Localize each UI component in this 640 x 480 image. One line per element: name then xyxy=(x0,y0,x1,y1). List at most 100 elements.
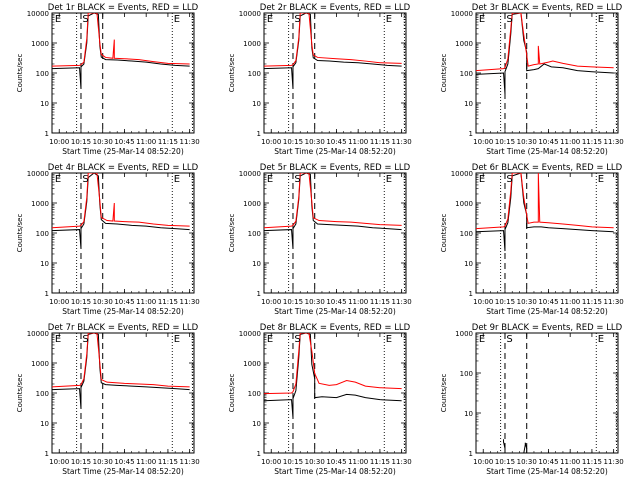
x-tick-label: 11:00 xyxy=(560,138,580,146)
x-tick-label: 10:45 xyxy=(326,458,346,466)
x-tick-label: 11:30 xyxy=(392,458,412,466)
marker-start-label: S xyxy=(294,14,300,25)
x-tick-label: 10:45 xyxy=(114,458,134,466)
x-tick-label: 10:00 xyxy=(473,458,493,466)
y-tick-label: 10 xyxy=(40,100,49,108)
plot-frame xyxy=(475,332,619,454)
y-tick-label: 10000 xyxy=(239,10,261,18)
marker-start-label: S xyxy=(294,174,300,185)
x-tick-label: 11:30 xyxy=(604,458,624,466)
panel-title: Det 3r BLACK = Events, RED = LLD xyxy=(472,3,623,13)
chart-panel-det-2: Det 2r BLACK = Events, RED = LLD 10:00 10:… xyxy=(228,3,412,156)
x-tick-label: 10:15 xyxy=(283,138,303,146)
x-tick-label: 10:45 xyxy=(326,298,346,306)
marker-start-label: S xyxy=(506,174,512,185)
y-tick-label: 1 xyxy=(257,290,261,298)
x-tick-label: 10:15 xyxy=(71,458,91,466)
y-tick-label: 1000 xyxy=(455,330,473,338)
x-axis-label: Start Time (25-Mar-14 08:52:20) xyxy=(274,147,396,156)
panel-title: Det 6r BLACK = Events, RED = LLD xyxy=(472,163,623,173)
x-tick-label: 11:00 xyxy=(560,298,580,306)
marker-end-label: E xyxy=(174,174,180,185)
series-line-events xyxy=(264,333,402,418)
y-axis-label: Counts/sec xyxy=(228,214,236,253)
y-axis-label: Counts/sec xyxy=(16,214,24,253)
marker-end-label: E xyxy=(479,14,485,25)
marker-end-label: E xyxy=(55,14,61,25)
x-tick-label: 10:30 xyxy=(305,458,325,466)
marker-end-label: E xyxy=(479,334,485,345)
x-tick-label: 10:00 xyxy=(49,298,69,306)
x-tick-label: 11:15 xyxy=(582,458,602,466)
series-line-lld xyxy=(52,173,190,229)
y-tick-label: 1000 xyxy=(455,40,473,48)
marker-end-label: E xyxy=(479,174,485,185)
y-tick-label: 100 xyxy=(460,230,473,238)
x-tick-label: 11:15 xyxy=(370,458,390,466)
marker-start-label: S xyxy=(294,334,300,345)
x-tick-label: 11:15 xyxy=(370,298,390,306)
marker-end-label: E xyxy=(386,14,392,25)
x-tick-label: 10:15 xyxy=(283,458,303,466)
x-tick-label: 10:45 xyxy=(538,138,558,146)
x-tick-label: 10:00 xyxy=(261,138,281,146)
y-tick-label: 100 xyxy=(248,230,261,238)
y-tick-label: 1000 xyxy=(31,40,49,48)
y-tick-label: 1 xyxy=(257,450,261,458)
marker-end-label: E xyxy=(598,174,604,185)
x-tick-label: 11:30 xyxy=(180,298,200,306)
x-tick-label: 10:15 xyxy=(71,298,91,306)
y-tick-label: 100 xyxy=(248,390,261,398)
x-tick-label: 10:30 xyxy=(93,138,113,146)
panel-title: Det 9r BLACK = Events, RED = LLD xyxy=(472,323,623,333)
x-tick-label: 10:30 xyxy=(517,298,537,306)
x-tick-label: 10:15 xyxy=(71,138,91,146)
y-tick-label: 1000 xyxy=(455,200,473,208)
y-tick-label: 10 xyxy=(40,260,49,268)
x-tick-label: 11:15 xyxy=(158,138,178,146)
x-tick-label: 11:00 xyxy=(136,138,156,146)
series-line-lld xyxy=(52,333,190,388)
x-tick-label: 10:45 xyxy=(538,458,558,466)
y-tick-label: 10 xyxy=(252,100,261,108)
marker-start-label: S xyxy=(506,14,512,25)
marker-end-label: E xyxy=(55,174,61,185)
y-tick-label: 1000 xyxy=(31,200,49,208)
y-axis-label: Counts/sec xyxy=(440,374,448,413)
y-tick-label: 10 xyxy=(464,260,473,268)
y-axis-label: Counts/sec xyxy=(440,54,448,93)
y-tick-label: 10 xyxy=(464,100,473,108)
series-line-events xyxy=(52,13,190,89)
y-tick-label: 10000 xyxy=(27,330,49,338)
marker-end-label: E xyxy=(386,334,392,345)
x-tick-label: 11:30 xyxy=(392,298,412,306)
marker-end-label: E xyxy=(174,334,180,345)
x-axis-label: Start Time (25-Mar-14 08:52:20) xyxy=(486,467,608,476)
series-line-lld xyxy=(476,13,614,72)
x-tick-label: 11:00 xyxy=(348,298,368,306)
x-tick-label: 10:00 xyxy=(261,458,281,466)
x-tick-label: 10:45 xyxy=(538,298,558,306)
y-axis-label: Counts/sec xyxy=(228,54,236,93)
x-tick-label: 11:15 xyxy=(158,458,178,466)
x-tick-label: 10:30 xyxy=(305,298,325,306)
panel-title: Det 2r BLACK = Events, RED = LLD xyxy=(260,3,411,13)
x-tick-label: 10:45 xyxy=(114,138,134,146)
x-tick-label: 11:00 xyxy=(348,138,368,146)
x-tick-label: 10:15 xyxy=(495,298,515,306)
x-axis-label: Start Time (25-Mar-14 08:52:20) xyxy=(274,467,396,476)
x-tick-label: 11:15 xyxy=(158,298,178,306)
marker-end-label: E xyxy=(267,14,273,25)
y-tick-label: 100 xyxy=(36,230,49,238)
y-tick-label: 100 xyxy=(36,70,49,78)
y-tick-label: 10 xyxy=(40,420,49,428)
x-tick-label: 11:00 xyxy=(348,458,368,466)
x-tick-label: 11:30 xyxy=(180,458,200,466)
y-tick-label: 10000 xyxy=(451,170,473,178)
x-tick-label: 11:00 xyxy=(560,458,580,466)
marker-start-label: S xyxy=(82,334,88,345)
marker-end-label: E xyxy=(267,174,273,185)
